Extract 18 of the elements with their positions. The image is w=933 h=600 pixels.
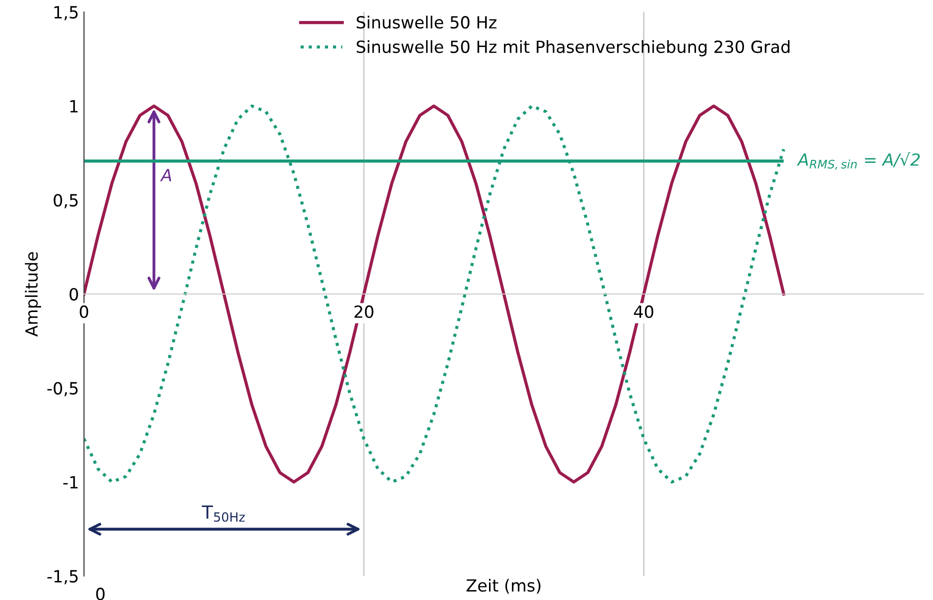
x-tick-label: 20 <box>354 305 374 318</box>
y-tick-label: -1 <box>63 476 78 488</box>
y-tick-label: -0,5 <box>47 382 78 396</box>
ref-line-label: A$_{RMS,sin}$ = A/√2 <box>796 152 920 170</box>
annotation: A <box>160 169 172 182</box>
text: 0 <box>96 588 105 600</box>
y-tick-label: -1,5 <box>47 570 78 584</box>
x-tick-label: 40 <box>634 305 654 318</box>
x-axis-title: Zeit (ms) <box>466 578 540 594</box>
y-tick-label: 0,5 <box>54 194 78 208</box>
x-tick-label: 0 <box>80 305 88 318</box>
legend-label: Sinuswelle 50 Hz <box>356 16 496 29</box>
legend-label: Sinuswelle 50 Hz mit Phasenverschiebung 230 Grad <box>356 40 790 56</box>
annotation: T$_{50Hz}$ <box>202 505 245 522</box>
y-axis-title: Amplitude <box>24 252 42 337</box>
y-tick-label: 1,5 <box>54 6 78 20</box>
y-tick-label: 0 <box>70 288 78 301</box>
y-tick-label: 1 <box>70 100 78 112</box>
